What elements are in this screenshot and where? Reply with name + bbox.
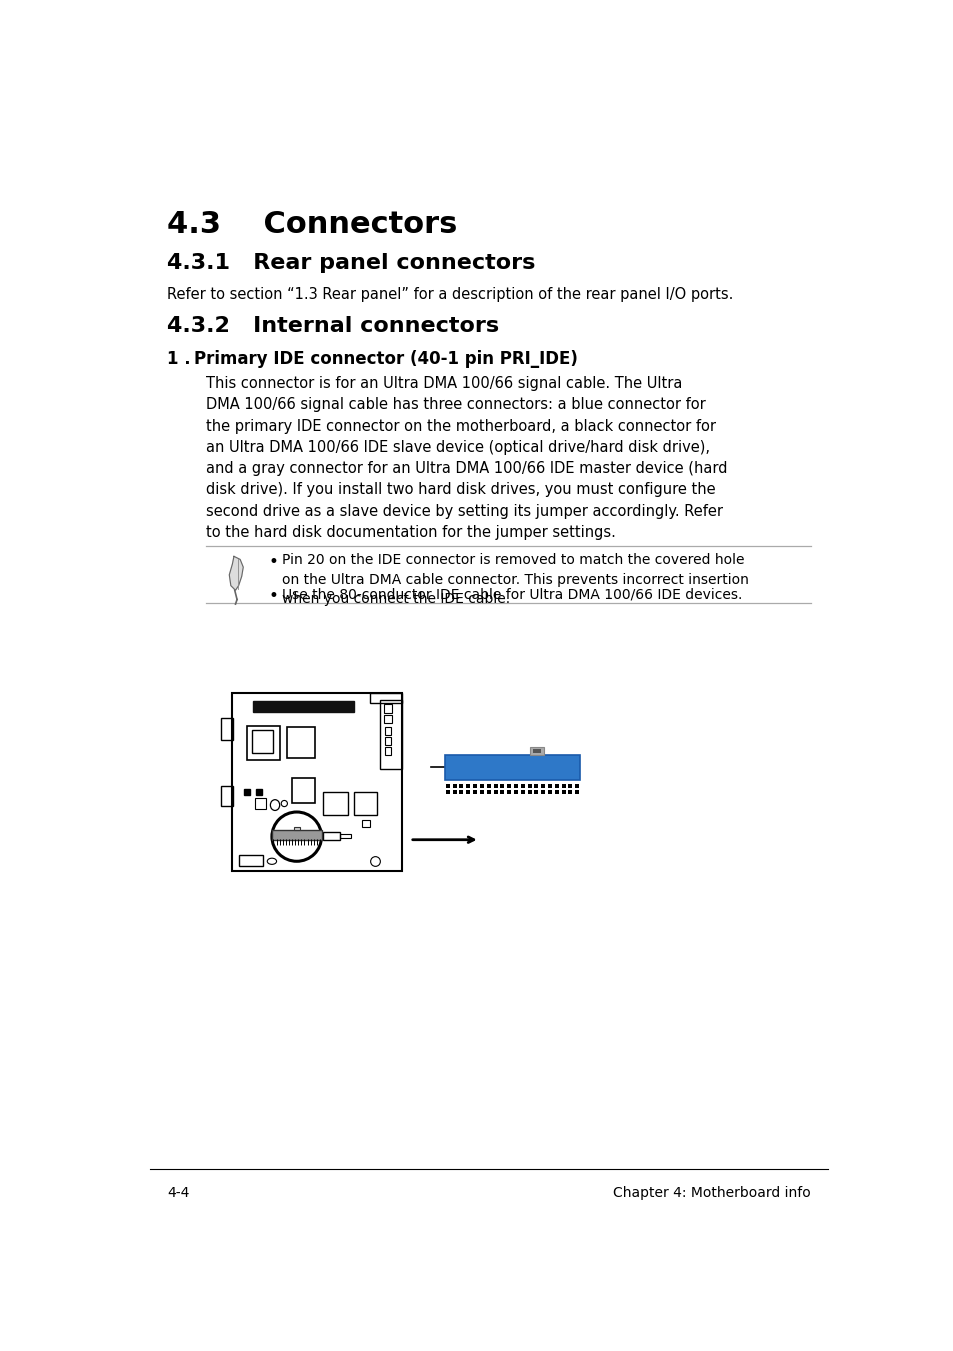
Bar: [254, 798, 266, 809]
Text: Use the 80-conductor IDE cable for Ultra DMA 100/66 IDE devices.: Use the 80-conductor IDE cable for Ultra…: [282, 588, 741, 601]
Bar: [354, 792, 377, 815]
Bar: [530, 747, 543, 755]
Bar: [239, 855, 262, 866]
Bar: [292, 778, 315, 802]
Bar: [383, 715, 392, 723]
Text: Pin 20 on the IDE connector is removed to match the covered hole
on the Ultra DM: Pin 20 on the IDE connector is removed t…: [282, 554, 748, 607]
Bar: [385, 747, 391, 755]
Bar: [247, 725, 279, 759]
Polygon shape: [229, 557, 243, 590]
Bar: [361, 820, 369, 827]
Text: Chapter 4: Motherboard info: Chapter 4: Motherboard info: [612, 1186, 810, 1200]
Text: 4.3.1   Rear panel connectors: 4.3.1 Rear panel connectors: [167, 253, 536, 273]
Bar: [272, 831, 321, 840]
Bar: [385, 727, 391, 735]
Text: 4-4: 4-4: [167, 1186, 190, 1200]
Bar: [220, 719, 233, 739]
Bar: [533, 748, 540, 754]
Bar: [383, 704, 392, 713]
Text: 4.3    Connectors: 4.3 Connectors: [167, 209, 457, 239]
Text: Refer to section “1.3 Rear panel” for a description of the rear panel I/O ports.: Refer to section “1.3 Rear panel” for a …: [167, 286, 733, 301]
Bar: [232, 693, 402, 870]
Text: •: •: [268, 554, 277, 571]
Bar: [385, 738, 391, 744]
Bar: [287, 727, 315, 758]
Bar: [220, 786, 233, 805]
Bar: [323, 832, 340, 840]
Bar: [369, 693, 402, 703]
Bar: [323, 792, 348, 815]
Text: This connector is for an Ultra DMA 100/66 signal cable. The Ultra
DMA 100/66 sig: This connector is for an Ultra DMA 100/6…: [206, 376, 727, 540]
Text: 1 .: 1 .: [167, 350, 191, 367]
Text: •: •: [268, 588, 277, 605]
Text: 4.3.2   Internal connectors: 4.3.2 Internal connectors: [167, 316, 499, 336]
Text: Primary IDE connector (40-1 pin PRI_IDE): Primary IDE connector (40-1 pin PRI_IDE): [193, 350, 577, 367]
Bar: [253, 701, 354, 712]
Bar: [340, 834, 351, 838]
Bar: [294, 827, 299, 831]
Bar: [444, 755, 579, 780]
Bar: [252, 731, 274, 754]
Bar: [380, 700, 402, 769]
